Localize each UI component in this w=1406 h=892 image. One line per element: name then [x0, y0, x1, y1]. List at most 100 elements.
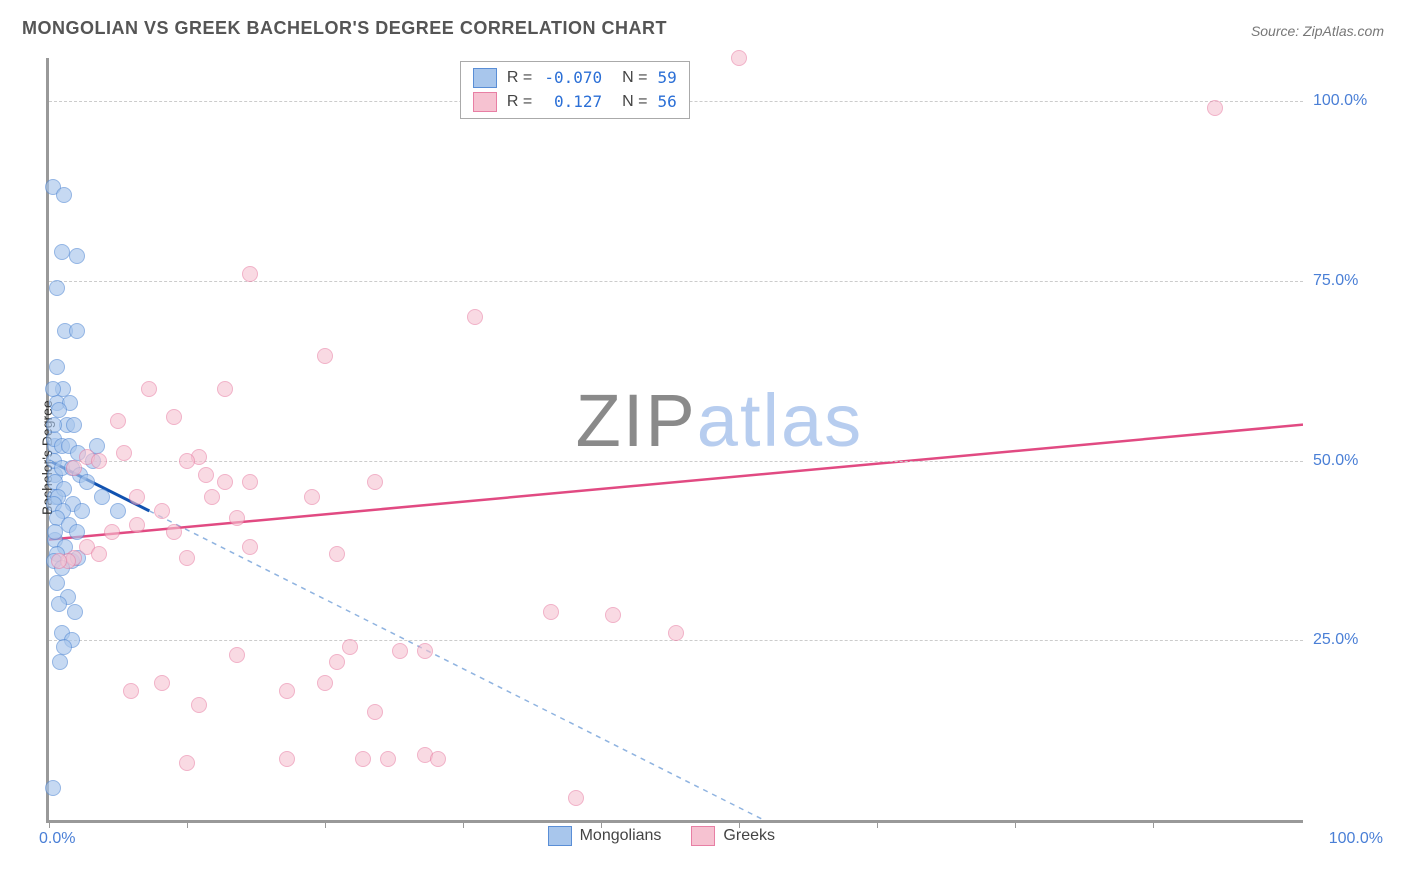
data-point [166, 524, 182, 540]
legend-row: R =0.127N =56 [473, 90, 677, 114]
data-point [355, 751, 371, 767]
data-point [74, 503, 90, 519]
data-point [317, 675, 333, 691]
data-point [367, 704, 383, 720]
data-point [49, 575, 65, 591]
data-point [242, 474, 258, 490]
x-tick [1015, 820, 1016, 828]
data-point [123, 683, 139, 699]
data-point [329, 654, 345, 670]
data-point [51, 596, 67, 612]
data-point [54, 244, 70, 260]
watermark: ZIPatlas [576, 378, 863, 463]
legend-row: R =-0.070N =59 [473, 66, 677, 90]
x-tick [325, 820, 326, 828]
data-point [668, 625, 684, 641]
r-label: R = [507, 90, 532, 114]
data-point [110, 413, 126, 429]
data-point [329, 546, 345, 562]
data-point [342, 639, 358, 655]
legend-label: Mongolians [580, 827, 662, 845]
scatter-plot: Bachelor's Degree ZIPatlas 25.0%50.0%75.… [46, 58, 1303, 823]
legend-item: Greeks [691, 826, 775, 846]
data-point [467, 309, 483, 325]
data-point [217, 474, 233, 490]
data-point [79, 474, 95, 490]
correlation-legend: R =-0.070N =59R =0.127N =56 [460, 61, 690, 119]
data-point [69, 323, 85, 339]
data-point [154, 503, 170, 519]
data-point [392, 643, 408, 659]
data-point [45, 780, 61, 796]
data-point [367, 474, 383, 490]
data-point [417, 643, 433, 659]
data-point [47, 524, 63, 540]
data-point [154, 675, 170, 691]
data-point [242, 539, 258, 555]
x-tick-label-min: 0.0% [39, 830, 75, 848]
data-point [279, 751, 295, 767]
trend-lines [49, 58, 1303, 820]
data-point [179, 550, 195, 566]
x-tick-label-max: 100.0% [1313, 830, 1383, 848]
data-point [191, 697, 207, 713]
data-point [46, 417, 62, 433]
data-point [179, 453, 195, 469]
x-tick [877, 820, 878, 828]
data-point [141, 381, 157, 397]
data-point [166, 409, 182, 425]
data-point [91, 546, 107, 562]
y-tick-label: 25.0% [1313, 631, 1373, 649]
data-point [67, 604, 83, 620]
data-point [66, 417, 82, 433]
source-label: Source: ZipAtlas.com [1251, 23, 1384, 39]
data-point [45, 381, 61, 397]
gridline [49, 461, 1303, 462]
y-tick-label: 50.0% [1313, 452, 1373, 470]
data-point [1207, 100, 1223, 116]
series-legend: Mongolians Greeks [548, 826, 775, 846]
data-point [69, 248, 85, 264]
data-point [52, 654, 68, 670]
data-point [304, 489, 320, 505]
legend-item: Mongolians [548, 826, 662, 846]
legend-label: Greeks [723, 827, 775, 845]
x-tick [463, 820, 464, 828]
chart-title: MONGOLIAN VS GREEK BACHELOR'S DEGREE COR… [22, 18, 667, 39]
legend-swatch [473, 92, 497, 112]
data-point [56, 187, 72, 203]
data-point [51, 553, 67, 569]
x-tick [49, 820, 50, 828]
data-point [116, 445, 132, 461]
data-point [49, 359, 65, 375]
r-label: R = [507, 66, 532, 90]
y-tick-label: 75.0% [1313, 272, 1373, 290]
n-label: N = [622, 90, 647, 114]
data-point [49, 280, 65, 296]
x-tick [187, 820, 188, 828]
data-point [110, 503, 126, 519]
legend-swatch [691, 826, 715, 846]
data-point [568, 790, 584, 806]
data-point [91, 453, 107, 469]
x-tick [1153, 820, 1154, 828]
data-point [204, 489, 220, 505]
n-label: N = [622, 66, 647, 90]
data-point [380, 751, 396, 767]
data-point [94, 489, 110, 505]
data-point [279, 683, 295, 699]
data-point [229, 647, 245, 663]
y-tick-label: 100.0% [1313, 92, 1373, 110]
data-point [543, 604, 559, 620]
legend-swatch [548, 826, 572, 846]
data-point [242, 266, 258, 282]
data-point [217, 381, 233, 397]
title-bar: MONGOLIAN VS GREEK BACHELOR'S DEGREE COR… [22, 18, 1384, 39]
data-point [129, 517, 145, 533]
data-point [198, 467, 214, 483]
data-point [129, 489, 145, 505]
data-point [731, 50, 747, 66]
gridline [49, 281, 1303, 282]
r-value: 0.127 [542, 90, 602, 114]
data-point [605, 607, 621, 623]
